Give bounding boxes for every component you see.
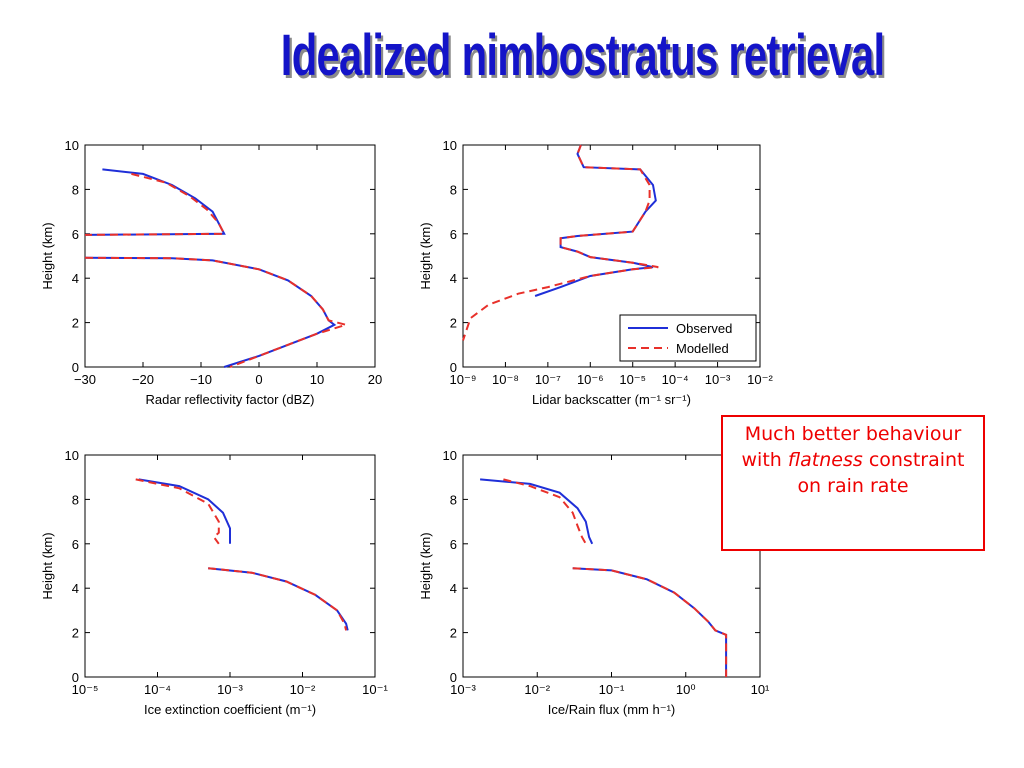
y-tick-label: 8 — [72, 492, 79, 507]
x-axis-label: Radar reflectivity factor (dBZ) — [145, 392, 314, 407]
y-tick-label: 6 — [450, 537, 457, 552]
x-tick-label: −10 — [190, 372, 212, 387]
x-tick-label: −30 — [74, 372, 96, 387]
x-tick-label: 0 — [255, 372, 262, 387]
y-tick-label: 8 — [450, 182, 457, 197]
callout-emphasis: flatness — [787, 449, 863, 471]
x-tick-label: 10⁻² — [290, 682, 316, 697]
callout: Much better behaviour with flatness cons… — [721, 415, 985, 551]
x-tick-label: 10⁻⁴ — [144, 682, 171, 697]
x-tick-label: 10⁻³ — [450, 682, 476, 697]
y-tick-label: 2 — [450, 316, 457, 331]
x-tick-label: 10⁻⁴ — [662, 372, 689, 387]
x-tick-label: 10⁻³ — [217, 682, 243, 697]
callout-text: constraint on rain rate — [797, 449, 965, 497]
legend-label: Modelled — [676, 341, 729, 356]
series-line — [135, 478, 348, 631]
y-tick-label: 0 — [72, 670, 79, 685]
y-tick-label: 2 — [72, 626, 79, 641]
y-tick-label: 0 — [450, 360, 457, 375]
y-tick-label: 0 — [72, 360, 79, 375]
x-tick-label: 10⁻⁵ — [619, 372, 646, 387]
y-tick-label: 10 — [443, 138, 457, 153]
y-tick-label: 4 — [450, 271, 457, 286]
series-line — [462, 144, 659, 341]
x-tick-label: −20 — [132, 372, 154, 387]
slide-title: Idealized nimbostratus retrieval — [280, 23, 885, 88]
x-axis-label: Ice/Rain flux (mm h⁻¹) — [548, 702, 676, 717]
y-tick-label: 10 — [65, 138, 79, 153]
y-tick-label: 4 — [72, 271, 79, 286]
x-tick-label: 10⁻² — [747, 372, 773, 387]
x-tick-label: 10⁰ — [676, 682, 696, 697]
y-tick-label: 10 — [443, 448, 457, 463]
series-line — [503, 478, 728, 677]
plot-area — [84, 454, 376, 678]
y-tick-label: 0 — [450, 670, 457, 685]
x-tick-label: 10⁻¹ — [599, 682, 625, 697]
x-tick-label: 10¹ — [751, 682, 770, 697]
x-tick-label: 10⁻⁶ — [577, 372, 604, 387]
x-tick-label: 10 — [310, 372, 324, 387]
y-tick-label: 2 — [72, 316, 79, 331]
series-line — [84, 172, 350, 368]
y-tick-label: 4 — [450, 581, 457, 596]
callout-text: Much better behaviour with — [741, 423, 962, 471]
x-tick-label: 10⁻² — [524, 682, 550, 697]
y-tick-label: 10 — [65, 448, 79, 463]
y-axis-label: Height (km) — [40, 532, 55, 599]
y-axis-label: Height (km) — [418, 222, 433, 289]
y-tick-label: 2 — [450, 626, 457, 641]
x-axis-label: Lidar backscatter (m⁻¹ sr⁻¹) — [532, 392, 691, 407]
y-tick-label: 6 — [450, 227, 457, 242]
y-axis-label: Height (km) — [40, 222, 55, 289]
x-tick-label: 10⁻⁹ — [450, 372, 477, 387]
y-tick-label: 8 — [72, 182, 79, 197]
y-tick-label: 8 — [450, 492, 457, 507]
y-tick-label: 6 — [72, 537, 79, 552]
x-tick-label: 10⁻⁸ — [492, 372, 519, 387]
x-tick-label: 20 — [368, 372, 382, 387]
plot-area — [462, 454, 761, 678]
x-axis-label: Ice extinction coefficient (m⁻¹) — [144, 702, 316, 717]
plot-area — [84, 144, 376, 368]
y-tick-label: 6 — [72, 227, 79, 242]
y-axis-label: Height (km) — [418, 532, 433, 599]
y-tick-label: 4 — [72, 581, 79, 596]
x-tick-label: 10⁻⁵ — [72, 682, 99, 697]
legend-label: Observed — [676, 321, 732, 336]
x-tick-label: 10⁻¹ — [362, 682, 388, 697]
x-tick-label: 10⁻³ — [705, 372, 731, 387]
x-tick-label: 10⁻⁷ — [535, 372, 561, 387]
legend — [619, 314, 757, 362]
